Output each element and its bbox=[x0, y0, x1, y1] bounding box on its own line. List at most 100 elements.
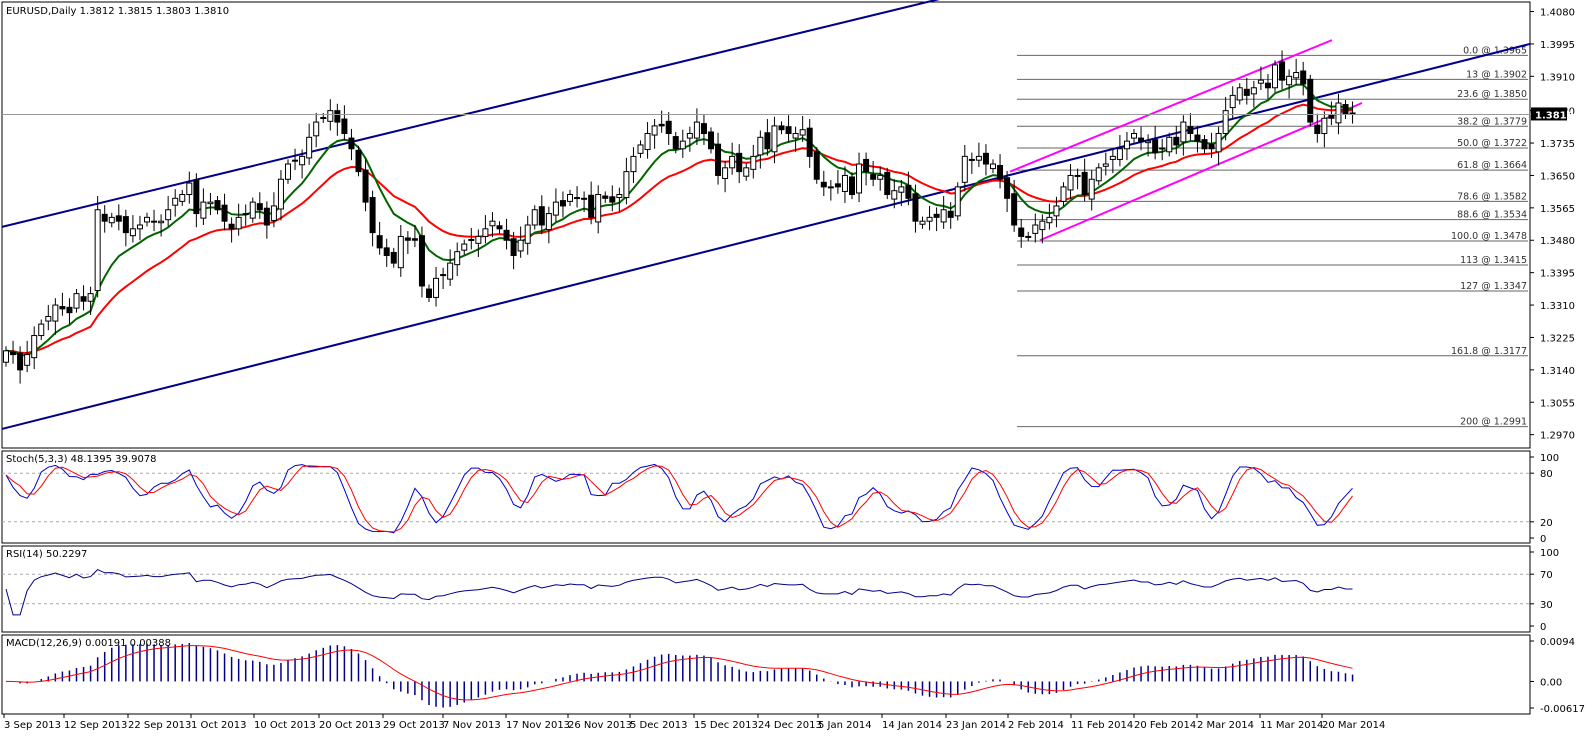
indicator-tick-label: 80 bbox=[1540, 469, 1553, 480]
candle-body bbox=[912, 193, 919, 222]
candle-body bbox=[884, 171, 891, 196]
candle-body bbox=[581, 197, 588, 200]
candle-body bbox=[905, 184, 912, 199]
time-tick-label: 29 Oct 2013 bbox=[383, 720, 445, 731]
candle-body bbox=[1314, 124, 1321, 135]
candle-body bbox=[1250, 87, 1257, 95]
indicator-tick-label: 30 bbox=[1540, 600, 1553, 611]
trend-channels[interactable] bbox=[1, 0, 1531, 430]
candle-body bbox=[1131, 133, 1137, 139]
candle-body bbox=[285, 163, 291, 180]
candle-body bbox=[24, 354, 31, 366]
candle-body bbox=[700, 123, 707, 135]
candle-body bbox=[517, 239, 524, 252]
price-tick-label: 1.3480 bbox=[1540, 236, 1575, 247]
candle-body bbox=[299, 155, 306, 166]
candle-body bbox=[785, 126, 792, 135]
candle-body bbox=[1257, 79, 1264, 84]
candle-body bbox=[348, 137, 355, 150]
candle-body bbox=[1060, 186, 1067, 202]
candle-body bbox=[1152, 139, 1159, 154]
candle-body bbox=[1166, 136, 1173, 153]
candle-body bbox=[729, 155, 736, 169]
price-tick-label: 1.3910 bbox=[1540, 72, 1575, 83]
candle-body bbox=[757, 136, 764, 156]
candle-body bbox=[1116, 148, 1123, 160]
candle-body bbox=[856, 163, 863, 194]
candle-body bbox=[172, 197, 179, 206]
candle-body bbox=[602, 195, 609, 199]
time-tick-label: 3 Sep 2013 bbox=[4, 720, 61, 731]
candle-body bbox=[595, 194, 602, 223]
candle-body bbox=[1032, 224, 1039, 234]
indicator-tick-label: 20 bbox=[1540, 518, 1553, 529]
fibonacci-levels[interactable]: 0.0 @ 1.3965 13 @ 1.3902 23.6 @ 1.3850 38.2… bbox=[1017, 45, 1528, 428]
macd-signal-line bbox=[5, 645, 1353, 701]
time-tick-label: 20 Feb 2014 bbox=[1134, 720, 1196, 731]
fib-level-label: 23.6 @ 1.3850 bbox=[1457, 89, 1527, 100]
stoch-panel[interactable] bbox=[1, 450, 1531, 544]
candle-body bbox=[235, 216, 242, 230]
candle-body bbox=[715, 143, 722, 176]
candle-body bbox=[1025, 235, 1032, 238]
candle-body bbox=[151, 220, 158, 223]
price-tick-label: 1.3735 bbox=[1540, 139, 1575, 150]
candle-body bbox=[982, 152, 989, 165]
candle-body bbox=[418, 235, 425, 287]
candle-body bbox=[531, 209, 538, 226]
candle-body bbox=[1194, 134, 1201, 142]
indicator-tick-label: 0 bbox=[1540, 534, 1546, 545]
candle-body bbox=[1159, 147, 1166, 150]
time-tick-label: 11 Mar 2014 bbox=[1260, 720, 1323, 731]
candle-body bbox=[1004, 177, 1011, 199]
candle-body bbox=[588, 194, 595, 218]
indicator-tick-label: 100 bbox=[1540, 453, 1559, 464]
indicator-tick-label: 100 bbox=[1540, 548, 1559, 559]
lower-channel-line bbox=[1, 42, 1531, 430]
candle-body bbox=[1201, 139, 1208, 150]
candle-body bbox=[609, 196, 616, 203]
candle-body bbox=[792, 133, 799, 139]
candle-body bbox=[122, 216, 129, 234]
candle-body bbox=[17, 352, 24, 371]
time-tick-label: 23 Jan 2014 bbox=[946, 720, 1006, 731]
candle-body bbox=[961, 155, 968, 183]
candle-body bbox=[1272, 64, 1278, 89]
candle-body bbox=[1180, 121, 1187, 143]
candle-body bbox=[623, 171, 630, 199]
candle-body bbox=[38, 323, 45, 337]
candle-body bbox=[1046, 216, 1053, 224]
fib-level-label: 13 @ 1.3902 bbox=[1466, 69, 1527, 80]
rsi-panel[interactable] bbox=[1, 545, 1531, 633]
candle-body bbox=[630, 155, 637, 173]
candle-body bbox=[841, 174, 848, 192]
candle-body bbox=[1018, 227, 1025, 237]
candle-body bbox=[1187, 126, 1194, 135]
candle-body bbox=[693, 121, 700, 139]
time-tick-label: 1 Oct 2013 bbox=[191, 720, 246, 731]
candle-body bbox=[926, 216, 933, 222]
stochastic-lines bbox=[5, 463, 1353, 534]
candle-body bbox=[764, 132, 771, 150]
candle-body bbox=[454, 251, 461, 266]
candle-body bbox=[1229, 94, 1236, 109]
candle-body bbox=[1088, 178, 1095, 200]
candle-body bbox=[616, 194, 623, 199]
candle-body bbox=[510, 238, 517, 256]
candle-body bbox=[1208, 143, 1215, 150]
candle-body bbox=[270, 205, 277, 221]
candle-body bbox=[426, 288, 432, 298]
candle-body bbox=[433, 277, 440, 298]
price-tick-label: 1.3650 bbox=[1540, 171, 1575, 182]
fib-level-label: 38.2 @ 1.3779 bbox=[1457, 116, 1527, 127]
candle-body bbox=[898, 186, 905, 193]
candle-body bbox=[200, 201, 207, 219]
candle-body bbox=[144, 216, 150, 223]
time-tick-label: 20 Oct 2013 bbox=[319, 720, 381, 731]
stoch-signal-line bbox=[5, 465, 1353, 533]
candle-body bbox=[975, 155, 982, 161]
candle-body bbox=[1053, 205, 1060, 217]
fib-level-label: 61.8 @ 1.3664 bbox=[1457, 160, 1527, 171]
